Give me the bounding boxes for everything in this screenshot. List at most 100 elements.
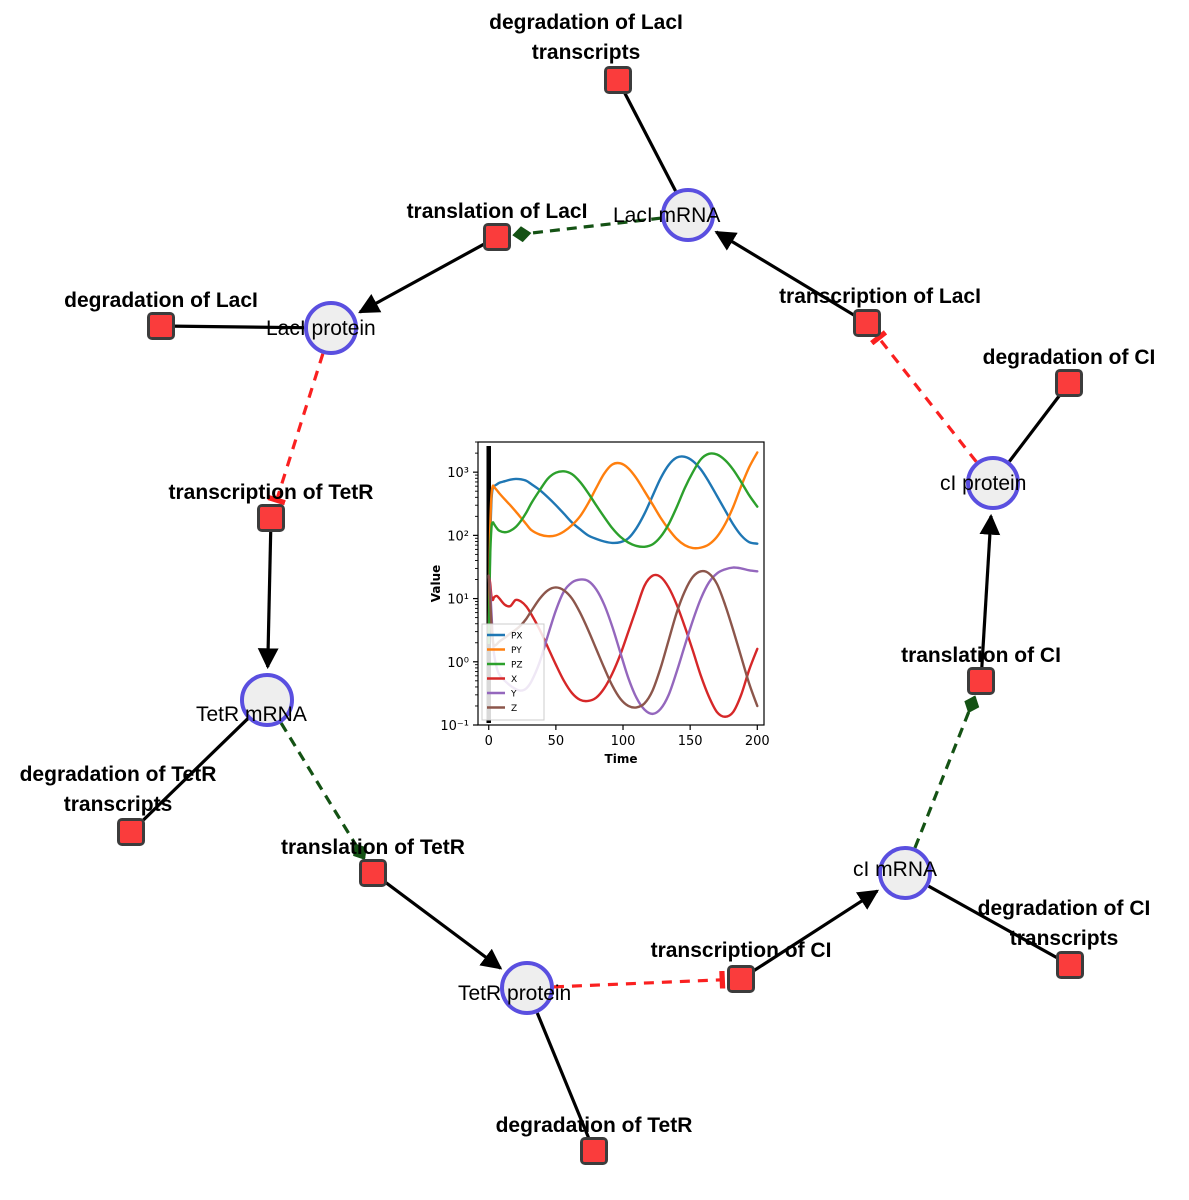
edge-deg_tetR_tx-to-tetR_mrna xyxy=(137,717,249,826)
species-label-tetR_prot: TetR protein xyxy=(458,982,571,1005)
reaction-label-deg_cI_tx: degradation of CI transcripts xyxy=(978,897,1151,950)
edge-transl_lacI-to-lacI_prot xyxy=(358,240,489,314)
edge-deg_tetR-to-tetR_prot xyxy=(535,1012,592,1142)
reaction-label-tx_lacI: transcription of LacI xyxy=(779,285,981,308)
reaction-label-transl_cI: translation of CI xyxy=(901,644,1061,667)
edge-tetR_prot-to-tx_cI xyxy=(553,970,726,989)
reaction-node-tx_cI[interactable] xyxy=(730,968,752,990)
chart-xticklabel: 50 xyxy=(548,734,565,749)
chart-legend-label-Y: Y xyxy=(510,690,517,700)
reaction-label-tx_tetR: transcription of TetR xyxy=(169,481,374,504)
reaction-label-line: translation of LacI xyxy=(407,200,588,223)
reaction-node-deg_tetR[interactable] xyxy=(583,1140,605,1162)
edge-cI_mrna-to-transl_cI xyxy=(913,695,980,849)
reaction-label-deg_lacI: degradation of LacI xyxy=(64,289,258,312)
chart-series-PX xyxy=(487,455,759,644)
chart-xticklabel: 200 xyxy=(745,734,770,749)
reaction-label-line: transcription of CI xyxy=(651,939,832,962)
reaction-node-deg_lacI_tx[interactable] xyxy=(607,69,629,91)
reaction-node-transl_cI[interactable] xyxy=(970,670,992,692)
species-node-lacI_prot[interactable] xyxy=(304,301,358,355)
chart-axes-frame xyxy=(477,441,765,726)
edge-cI_prot-to-tx_lacI xyxy=(870,330,978,463)
reaction-label-line: translation of TetR xyxy=(281,836,465,859)
reaction-node-deg_tetR_tx[interactable] xyxy=(120,821,142,843)
reaction-label-line: transcription of LacI xyxy=(779,285,981,308)
edge-deg_lacI_tx-to-lacI_mrna xyxy=(621,89,677,192)
reaction-node-deg_cI_tx[interactable] xyxy=(1059,954,1081,976)
edge-deg_cI-to-cI_prot xyxy=(1008,390,1064,463)
reaction-label-deg_lacI_tx: degradation of LacI transcripts xyxy=(489,11,683,64)
reaction-label-transl_tetR: translation of TetR xyxy=(281,836,465,859)
chart-yticklabel: 10¹ xyxy=(447,593,469,608)
chart-xticklabel: 100 xyxy=(611,734,636,749)
reaction-label-line: transcripts xyxy=(532,41,641,64)
reaction-label-line: transcripts xyxy=(64,793,173,816)
chart-series-PY xyxy=(487,451,759,644)
node-layer xyxy=(117,66,1084,1165)
reaction-label-deg_tetR_tx: degradation of TetR transcripts xyxy=(20,763,217,816)
reaction-node-tx_lacI[interactable] xyxy=(856,312,878,334)
species-label-lacI_prot: LacI protein xyxy=(266,317,376,340)
chart-xlabel: Time xyxy=(605,752,638,764)
edge-tx_lacI-to-lacI_mrna xyxy=(714,230,859,319)
reaction-label-line: degradation of TetR xyxy=(496,1114,693,1137)
edge-tx_cI-to-cI_mrna xyxy=(749,889,880,975)
species-label-tetR_mrna: TetR mRNA xyxy=(196,703,307,726)
species-node-lacI_mrna[interactable] xyxy=(661,188,715,242)
edge-lacI_mrna-to-transl_lacI xyxy=(512,216,662,243)
chart-legend-label-PZ: PZ xyxy=(511,661,523,671)
reaction-node-deg_lacI[interactable] xyxy=(150,315,172,337)
species-label-cI_mrna: cI mRNA xyxy=(853,858,937,881)
chart-xticklabel: 150 xyxy=(678,734,703,749)
reaction-label-deg_tetR: degradation of TetR xyxy=(496,1114,693,1137)
species-node-tetR_prot[interactable] xyxy=(500,961,554,1015)
species-node-cI_prot[interactable] xyxy=(966,456,1020,510)
reaction-node-deg_cI[interactable] xyxy=(1058,372,1080,394)
edge-transl_tetR-to-tetR_prot xyxy=(380,878,503,970)
reaction-label-line: degradation of TetR xyxy=(20,763,217,786)
chart-series-PZ xyxy=(487,452,759,644)
edge-tetR_mrna-to-transl_tetR xyxy=(279,722,367,860)
edge-deg_cI_tx-to-cI_mrna xyxy=(927,884,1062,962)
reaction-label-line: degradation of LacI xyxy=(64,289,258,312)
chart-legend-label-PY: PY xyxy=(511,646,522,656)
edge-layer xyxy=(137,89,1064,1142)
reaction-node-transl_tetR[interactable] xyxy=(362,862,384,884)
reaction-label-line: transcription of TetR xyxy=(169,481,374,504)
chart-legend-label-PX: PX xyxy=(511,632,523,642)
chart-yticklabel: 10³ xyxy=(447,466,469,481)
label-layer: LacI mRNA LacI protein TetR mRNA TetR prote… xyxy=(20,11,1156,1137)
reaction-label-tx_cI: transcription of CI xyxy=(651,939,832,962)
reaction-label-line: degradation of CI xyxy=(978,897,1151,920)
reaction-label-line: translation of CI xyxy=(901,644,1061,667)
species-node-tetR_mrna[interactable] xyxy=(240,673,294,727)
edge-lacI_prot-to-tx_tetR xyxy=(267,353,325,506)
species-label-cI_prot: cI protein xyxy=(940,472,1026,495)
simulation-plot-inset: 0 50 100 150 200 10⁻¹ 10⁰ 10¹ 10² 10³ Time Value PX P… xyxy=(418,424,783,764)
chart-ylabel: Value xyxy=(429,565,443,603)
reaction-node-tx_tetR[interactable] xyxy=(260,507,282,529)
edge-tx_tetR-to-tetR_mrna xyxy=(257,528,279,670)
reaction-node-transl_lacI[interactable] xyxy=(486,226,508,248)
reaction-label-line: degradation of CI xyxy=(983,346,1156,369)
chart-legend-label-Z: Z xyxy=(511,704,517,714)
chart-legend-label-X: X xyxy=(511,675,517,685)
chart-yticklabel: 10² xyxy=(447,529,469,544)
chart-group: 0 50 100 150 200 10⁻¹ 10⁰ 10¹ 10² 10³ Time Value PX P… xyxy=(429,441,770,764)
species-label-lacI_mrna: LacI mRNA xyxy=(613,204,720,227)
chart-legend-box xyxy=(481,623,545,721)
reaction-label-line: transcripts xyxy=(1010,927,1119,950)
reaction-label-transl_lacI: translation of LacI xyxy=(407,200,588,223)
edge-deg_lacI-to-lacI_prot xyxy=(171,324,305,330)
inset-chart-svg: 0 50 100 150 200 10⁻¹ 10⁰ 10¹ 10² 10³ Time Value PX P… xyxy=(429,441,770,764)
reaction-label-deg_cI: degradation of CI xyxy=(983,346,1156,369)
chart-yticklabel: 10⁰ xyxy=(447,656,469,671)
species-node-cI_mrna[interactable] xyxy=(878,846,932,900)
reaction-label-line: degradation of LacI xyxy=(489,11,683,34)
chart-xticklabel: 0 xyxy=(485,734,493,749)
chart-yticklabel: 10⁻¹ xyxy=(440,719,469,734)
edge-transl_cI-to-cI_prot xyxy=(979,513,1001,671)
